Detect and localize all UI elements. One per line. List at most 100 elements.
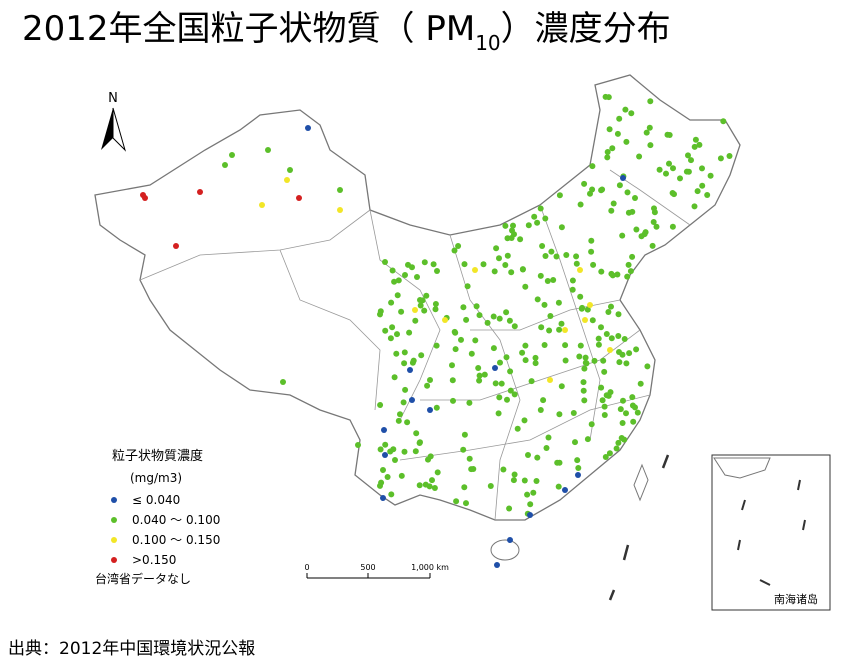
monitoring-point bbox=[507, 387, 514, 394]
monitoring-point bbox=[599, 186, 606, 193]
monitoring-point bbox=[472, 267, 478, 273]
monitoring-point bbox=[432, 306, 439, 313]
monitoring-point bbox=[464, 283, 471, 290]
monitoring-point bbox=[511, 323, 518, 330]
monitoring-point bbox=[401, 360, 408, 367]
monitoring-point bbox=[582, 359, 589, 366]
monitoring-point bbox=[608, 335, 615, 342]
monitoring-point bbox=[614, 130, 621, 137]
monitoring-point bbox=[539, 243, 546, 249]
monitoring-point bbox=[619, 420, 626, 426]
taiwan bbox=[633, 463, 649, 502]
monitoring-point bbox=[517, 236, 524, 243]
monitoring-point bbox=[624, 273, 631, 280]
monitoring-point bbox=[461, 484, 468, 491]
monitoring-point bbox=[514, 425, 521, 432]
monitoring-point bbox=[476, 377, 483, 384]
monitoring-point bbox=[424, 382, 431, 389]
monitoring-point bbox=[634, 409, 641, 416]
monitoring-point bbox=[490, 345, 497, 352]
monitoring-point bbox=[644, 363, 651, 370]
monitoring-point bbox=[616, 115, 623, 122]
monitoring-point bbox=[534, 454, 541, 461]
monitoring-point bbox=[397, 411, 403, 418]
monitoring-point bbox=[588, 237, 595, 244]
monitoring-point bbox=[580, 379, 587, 386]
monitoring-point bbox=[502, 262, 509, 268]
monitoring-point bbox=[389, 267, 396, 274]
monitoring-point bbox=[627, 268, 634, 275]
monitoring-point bbox=[507, 537, 513, 543]
monitoring-point bbox=[666, 132, 673, 138]
monitoring-point bbox=[355, 442, 361, 448]
monitoring-point bbox=[588, 248, 595, 255]
monitoring-point bbox=[522, 357, 529, 364]
monitoring-point bbox=[487, 483, 494, 489]
monitoring-point bbox=[460, 304, 467, 311]
monitoring-point bbox=[458, 336, 464, 343]
monitoring-point bbox=[463, 500, 469, 507]
monitoring-point bbox=[401, 448, 408, 455]
monitoring-point bbox=[538, 324, 545, 331]
monitoring-point bbox=[629, 394, 636, 401]
monitoring-point bbox=[595, 335, 602, 342]
monitoring-point bbox=[451, 247, 458, 254]
monitoring-point bbox=[670, 165, 676, 172]
monitoring-point bbox=[494, 562, 500, 568]
monitoring-point bbox=[524, 491, 531, 498]
monitoring-point bbox=[569, 286, 576, 293]
monitoring-point bbox=[380, 467, 386, 473]
monitoring-point bbox=[377, 446, 384, 453]
monitoring-point bbox=[615, 311, 622, 318]
monitoring-point bbox=[429, 477, 435, 484]
monitoring-point bbox=[337, 207, 343, 213]
monitoring-point bbox=[618, 435, 625, 441]
monitoring-point bbox=[563, 252, 570, 258]
monitoring-point bbox=[562, 357, 569, 364]
monitoring-point bbox=[620, 175, 626, 181]
monitoring-point bbox=[495, 410, 502, 417]
monitoring-point bbox=[391, 278, 398, 285]
monitoring-point bbox=[389, 324, 396, 331]
monitoring-point bbox=[284, 177, 290, 183]
monitoring-point bbox=[717, 155, 724, 162]
monitoring-point bbox=[416, 440, 423, 446]
monitoring-point bbox=[509, 227, 515, 234]
monitoring-point bbox=[475, 365, 482, 371]
monitoring-point bbox=[433, 342, 440, 349]
legend-label: >0.150 bbox=[132, 553, 176, 567]
monitoring-point bbox=[421, 307, 428, 314]
monitoring-point bbox=[417, 302, 424, 309]
monitoring-point bbox=[653, 223, 660, 230]
monitoring-point bbox=[603, 392, 610, 399]
monitoring-point bbox=[500, 466, 507, 473]
monitoring-point bbox=[412, 448, 419, 455]
monitoring-point bbox=[617, 406, 624, 413]
monitoring-point bbox=[395, 277, 402, 284]
legend-title: 粒子状物質濃度 bbox=[112, 448, 203, 464]
monitoring-point bbox=[378, 479, 385, 486]
monitoring-point bbox=[388, 299, 395, 306]
monitoring-point bbox=[460, 446, 467, 453]
monitoring-point bbox=[381, 427, 387, 433]
monitoring-point bbox=[548, 248, 555, 255]
monitoring-point bbox=[677, 175, 683, 182]
monitoring-point bbox=[606, 450, 613, 457]
monitoring-point bbox=[280, 379, 286, 385]
legend-unit: (mg/m3) bbox=[130, 471, 182, 485]
monitoring-point bbox=[466, 399, 473, 406]
monitoring-point bbox=[407, 367, 413, 373]
monitoring-point bbox=[577, 201, 584, 208]
province-borders bbox=[139, 169, 691, 521]
monitoring-point bbox=[197, 189, 203, 195]
monitoring-point bbox=[707, 172, 714, 179]
monitoring-point bbox=[476, 372, 483, 379]
monitoring-point bbox=[545, 434, 552, 441]
monitoring-point bbox=[630, 418, 637, 425]
monitoring-point bbox=[599, 397, 606, 404]
monitoring-point bbox=[699, 165, 705, 172]
monitoring-point bbox=[422, 481, 429, 488]
monitoring-point bbox=[527, 512, 533, 518]
monitoring-point bbox=[377, 311, 383, 318]
monitoring-point bbox=[669, 190, 676, 196]
